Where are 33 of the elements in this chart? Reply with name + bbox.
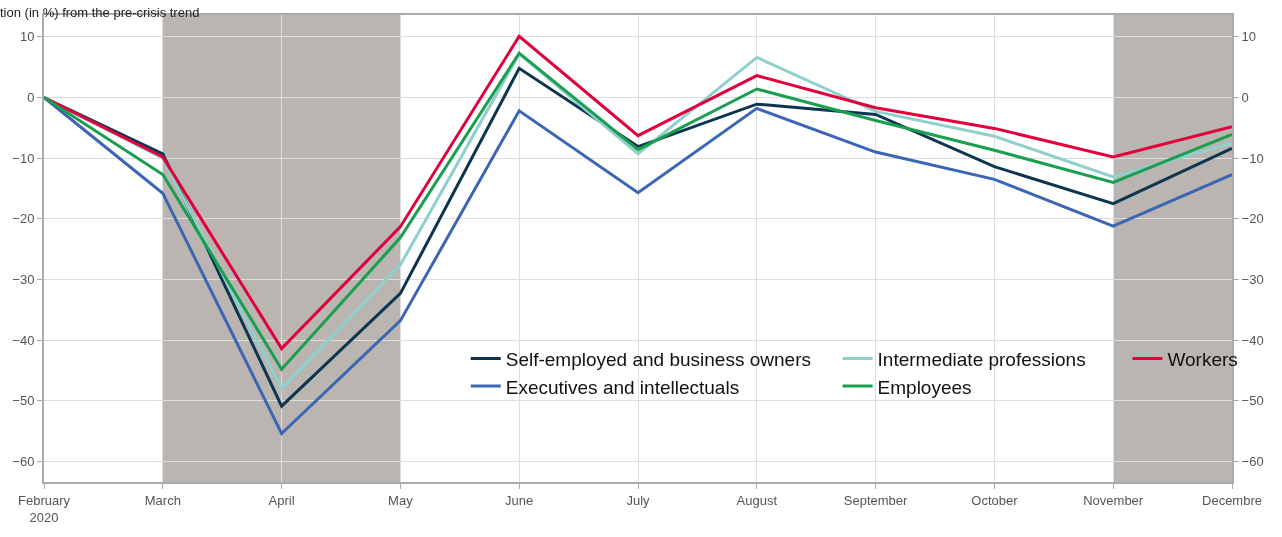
x-tick-label: August — [736, 492, 778, 508]
x-tick-label: Decembre — [1202, 492, 1262, 508]
y-tick-label: 10 — [19, 29, 35, 45]
y2-tick-label: 0 — [1241, 90, 1249, 106]
x-tick-label: July — [626, 492, 651, 508]
legend-label: Workers — [1167, 348, 1238, 370]
y2-tick-label: −40 — [1241, 332, 1264, 348]
legend-label: Employees — [877, 376, 972, 398]
y-tick-label: −20 — [12, 211, 35, 227]
y2-tick-label: −50 — [1241, 393, 1264, 409]
y2-tick-label: −30 — [1241, 271, 1264, 287]
x-tick-label: October — [971, 492, 1019, 508]
x-tick-label: September — [843, 492, 909, 508]
y2-tick-label: −20 — [1241, 211, 1264, 227]
y2-tick-label: −60 — [1241, 453, 1264, 469]
chart-title: tion (in %) from the pre-crisis trend — [0, 5, 200, 21]
y-tick-label: −30 — [12, 271, 35, 287]
y-tick-label: −10 — [12, 150, 35, 166]
legend-label: Intermediate professions — [877, 348, 1086, 370]
x-tick-label: February 2020 — [17, 492, 71, 525]
legend-label: Self-employed and business owners — [505, 348, 811, 370]
legend-label: Executives and intellectuals — [505, 376, 740, 398]
x-tick-label: November — [1083, 492, 1144, 508]
y-tick-label: 0 — [27, 90, 35, 106]
x-tick-label: April — [268, 492, 295, 508]
y2-tick-label: 10 — [1241, 29, 1257, 45]
y2-tick-label: −10 — [1241, 150, 1264, 166]
y-tick-label: −40 — [12, 332, 35, 348]
y-tick-label: −50 — [12, 393, 35, 409]
x-tick-label: March — [144, 492, 181, 508]
y-tick-label: −60 — [12, 453, 35, 469]
x-tick-label: May — [388, 492, 414, 508]
x-tick-label: June — [505, 492, 534, 508]
